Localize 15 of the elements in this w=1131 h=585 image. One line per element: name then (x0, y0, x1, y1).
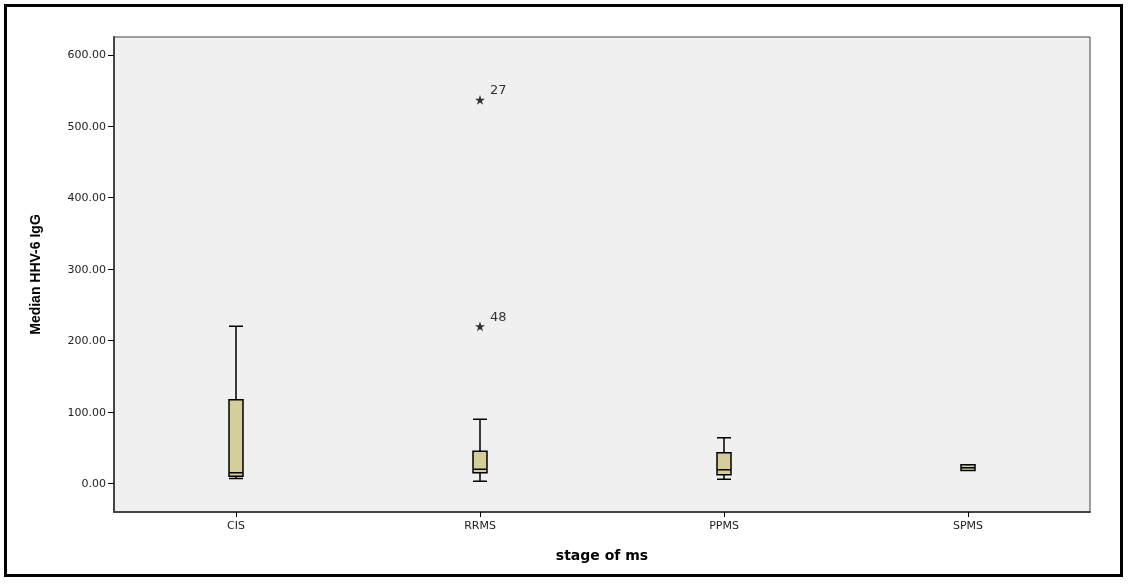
y-tick-label: 100.00 (67, 405, 106, 419)
y-tick-label: 200.00 (67, 334, 106, 348)
x-axis-title: stage of ms (555, 547, 649, 563)
y-axis-title: Median HHV-6 IgG (27, 214, 43, 335)
annotation: 27 (490, 82, 507, 98)
y-tick-label: 300.00 (67, 262, 106, 276)
x-tick-label: CIS (227, 519, 245, 532)
y-tick-label: 400.00 (67, 191, 106, 205)
y-tick-label: 600.00 (67, 48, 106, 62)
x-tick-label: SPMS (952, 519, 984, 532)
x-tick-label: RRMS (464, 519, 496, 532)
annotation: 48 (490, 308, 507, 324)
y-tick-label: 0.00 (81, 476, 106, 490)
x-tick-label: PPMS (709, 519, 739, 532)
y-tick-label: 500.00 (67, 119, 106, 133)
